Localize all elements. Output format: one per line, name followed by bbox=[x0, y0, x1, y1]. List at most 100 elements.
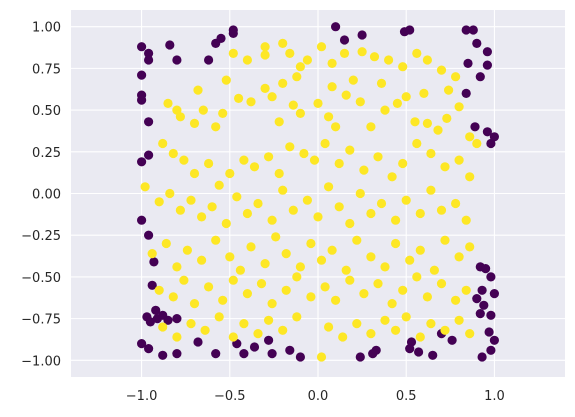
data-point-class-0 bbox=[486, 310, 496, 320]
data-point-class-0 bbox=[414, 347, 424, 357]
data-point-class-0 bbox=[137, 339, 147, 349]
x-tick-label: 0.0 bbox=[308, 389, 329, 404]
data-point-class-1 bbox=[341, 265, 351, 275]
data-point-class-1 bbox=[391, 215, 401, 225]
data-point-class-1 bbox=[440, 235, 450, 245]
data-point-class-1 bbox=[204, 158, 214, 169]
data-point-class-0 bbox=[357, 30, 367, 40]
data-point-class-0 bbox=[428, 350, 438, 360]
data-point-class-0 bbox=[475, 309, 485, 319]
data-point-class-1 bbox=[401, 92, 411, 102]
data-point-class-0 bbox=[479, 300, 489, 310]
data-point-class-1 bbox=[288, 100, 298, 110]
data-point-class-1 bbox=[415, 332, 425, 342]
data-point-class-0 bbox=[137, 95, 147, 105]
data-point-class-1 bbox=[260, 50, 270, 60]
data-point-class-1 bbox=[401, 195, 411, 205]
data-point-class-1 bbox=[465, 242, 475, 252]
data-point-class-1 bbox=[256, 279, 267, 289]
data-point-class-1 bbox=[278, 78, 288, 88]
data-point-class-1 bbox=[189, 168, 200, 179]
data-point-class-1 bbox=[242, 289, 252, 299]
data-point-class-1 bbox=[436, 205, 447, 215]
data-point-class-0 bbox=[193, 337, 203, 347]
data-point-class-1 bbox=[165, 188, 175, 199]
data-point-class-1 bbox=[285, 48, 295, 59]
data-points bbox=[137, 22, 499, 362]
data-point-class-0 bbox=[489, 289, 499, 299]
data-point-class-1 bbox=[221, 218, 231, 229]
data-point-class-1 bbox=[422, 55, 432, 65]
y-tick-label: −0.25 bbox=[21, 229, 61, 244]
data-point-class-1 bbox=[302, 55, 312, 65]
data-point-class-1 bbox=[387, 172, 397, 182]
data-point-class-0 bbox=[481, 264, 491, 274]
data-point-class-1 bbox=[442, 113, 452, 123]
data-point-class-1 bbox=[359, 289, 369, 299]
data-point-class-1 bbox=[345, 275, 355, 285]
x-tick-label: −1.0 bbox=[126, 389, 158, 404]
data-point-class-1 bbox=[348, 75, 358, 85]
data-point-class-0 bbox=[475, 72, 485, 82]
data-point-class-1 bbox=[218, 295, 228, 305]
data-point-class-0 bbox=[482, 60, 492, 70]
data-point-class-1 bbox=[415, 208, 425, 219]
data-point-class-1 bbox=[158, 138, 168, 149]
data-point-class-1 bbox=[242, 208, 252, 219]
data-point-class-0 bbox=[211, 349, 221, 359]
data-point-class-1 bbox=[465, 132, 475, 142]
data-point-class-1 bbox=[189, 118, 200, 128]
data-point-class-1 bbox=[309, 155, 320, 165]
data-point-class-0 bbox=[165, 40, 175, 50]
data-point-class-1 bbox=[369, 52, 380, 62]
data-point-class-1 bbox=[327, 245, 337, 255]
data-point-class-1 bbox=[412, 138, 422, 149]
data-point-class-1 bbox=[186, 319, 196, 329]
data-point-class-1 bbox=[451, 72, 461, 82]
data-point-class-1 bbox=[451, 198, 461, 209]
data-point-class-1 bbox=[327, 82, 337, 92]
data-point-class-1 bbox=[426, 148, 436, 159]
data-point-class-1 bbox=[422, 118, 432, 128]
data-point-class-1 bbox=[380, 105, 390, 115]
data-point-class-1 bbox=[419, 88, 429, 98]
y-tick-label: 0.50 bbox=[32, 104, 61, 119]
data-point-class-0 bbox=[463, 58, 473, 68]
data-point-class-1 bbox=[359, 165, 369, 175]
data-point-class-1 bbox=[345, 145, 355, 155]
data-point-class-1 bbox=[292, 272, 302, 282]
data-point-class-0 bbox=[249, 342, 260, 352]
data-point-class-1 bbox=[278, 325, 288, 335]
y-tick-label: 0.25 bbox=[32, 146, 61, 161]
data-point-class-1 bbox=[436, 65, 447, 75]
y-tick-label: −0.50 bbox=[21, 271, 61, 286]
gridlines bbox=[71, 10, 565, 377]
data-point-class-0 bbox=[172, 55, 182, 65]
data-point-class-1 bbox=[313, 98, 323, 108]
data-point-class-0 bbox=[137, 42, 147, 52]
y-tick-label: 0.00 bbox=[32, 188, 61, 203]
data-point-class-1 bbox=[352, 235, 362, 245]
data-point-class-1 bbox=[392, 98, 402, 108]
data-point-class-1 bbox=[182, 245, 192, 255]
data-point-class-1 bbox=[357, 47, 367, 57]
data-point-class-1 bbox=[302, 195, 312, 205]
data-point-class-0 bbox=[468, 25, 478, 35]
data-point-class-1 bbox=[140, 182, 150, 192]
data-point-class-1 bbox=[189, 299, 200, 309]
data-point-class-1 bbox=[179, 275, 189, 285]
data-point-class-1 bbox=[292, 312, 302, 322]
data-point-class-1 bbox=[207, 202, 217, 212]
data-point-class-0 bbox=[472, 38, 482, 49]
data-point-class-0 bbox=[477, 352, 487, 362]
data-point-class-0 bbox=[158, 350, 168, 360]
data-point-class-0 bbox=[144, 344, 154, 354]
data-point-class-1 bbox=[285, 142, 295, 152]
data-point-class-0 bbox=[331, 22, 341, 32]
data-point-class-1 bbox=[186, 195, 196, 205]
data-point-class-1 bbox=[267, 92, 277, 102]
data-point-class-0 bbox=[472, 294, 482, 304]
data-point-class-1 bbox=[465, 329, 475, 339]
data-point-class-1 bbox=[232, 192, 242, 202]
data-point-class-1 bbox=[398, 62, 408, 72]
